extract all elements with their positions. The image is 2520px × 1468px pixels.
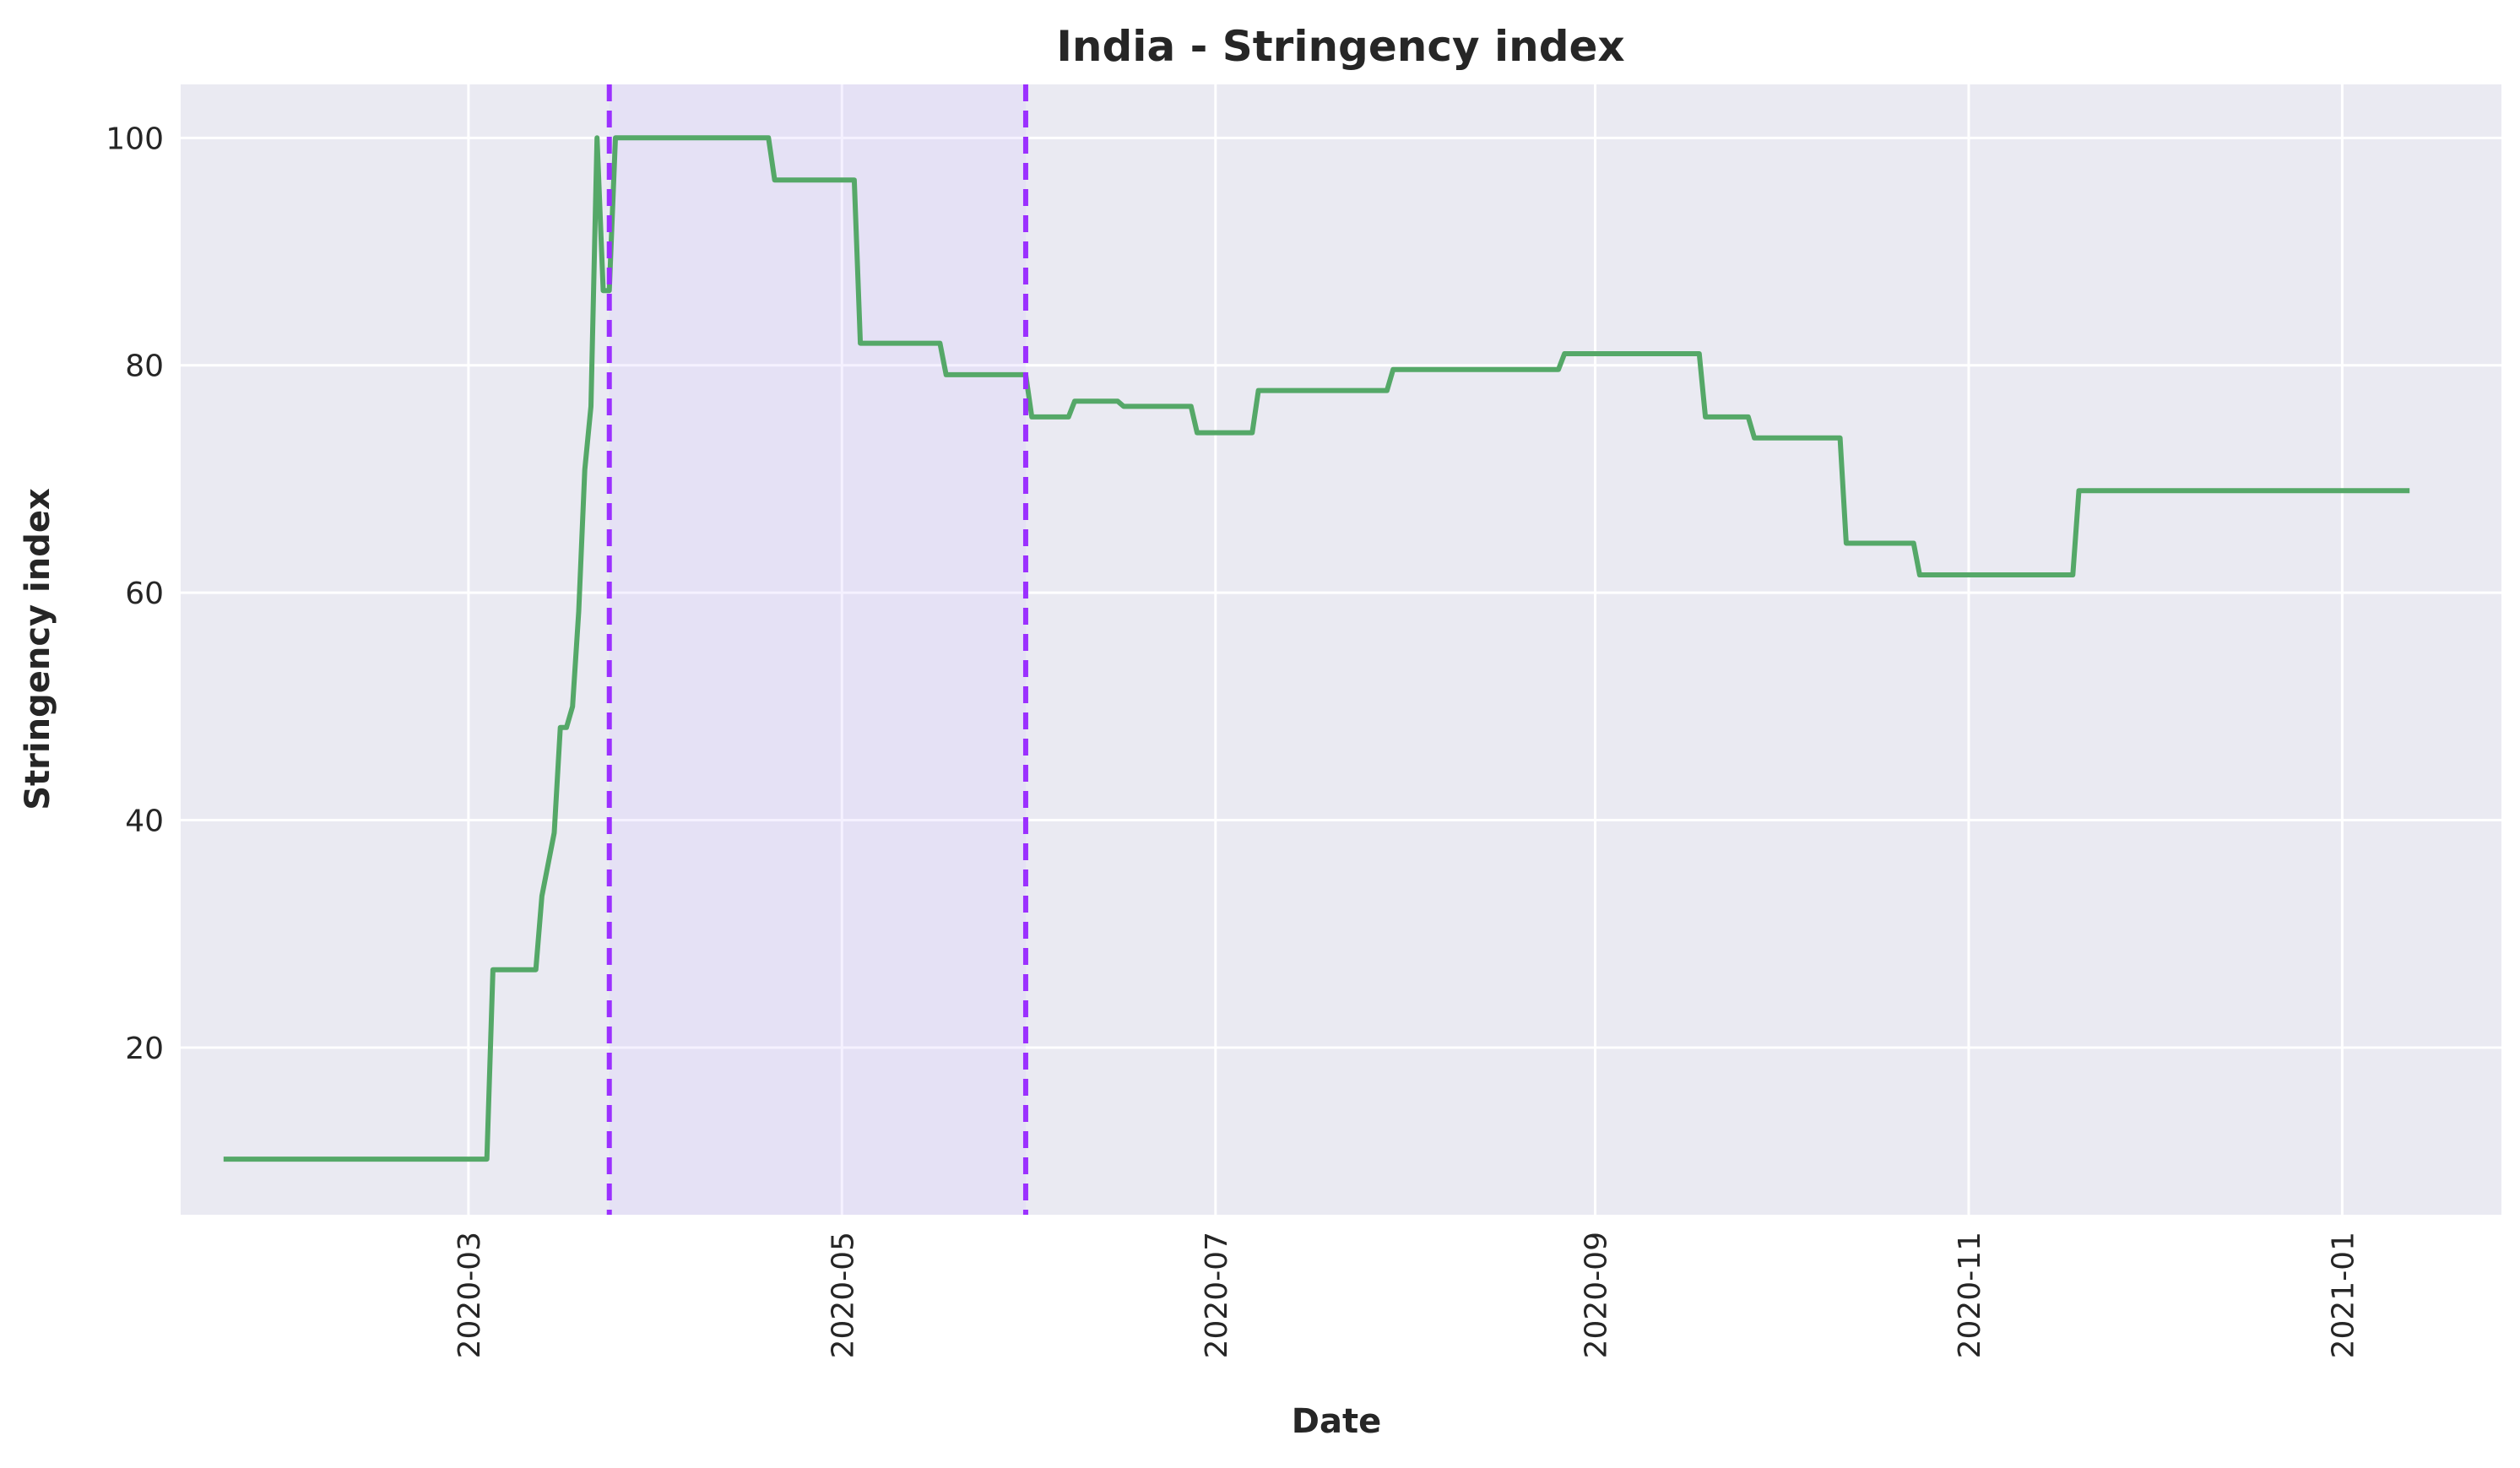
x-tick-labels: 2020-03 2020-05 2020-07 2020-09 2020-11 2021-… [453,1232,2361,1358]
series-line [223,135,2410,1162]
x-tick-label: 2020-07 [1200,1232,1234,1358]
x-tick-label: 2020-11 [1953,1232,1987,1358]
y-tick-label: 20 [125,1032,164,1066]
y-tick-label: 60 [125,577,164,611]
y-axis-label: Stringency index [19,488,57,810]
chart-title: India - Stringency index [1056,22,1624,71]
y-tick-label: 40 [125,804,164,839]
x-tick-label: 2020-03 [453,1232,487,1358]
x-tick-label: 2020-09 [1580,1232,1614,1358]
y-tick-label: 80 [125,349,164,384]
vertical-markers [606,84,1028,1215]
y-tick-label: 100 [106,122,164,156]
plot-area [181,84,2501,1215]
y-tick-labels: 20 40 60 80 100 [106,122,164,1066]
x-axis-label: Date [1292,1402,1381,1441]
grid-lines [181,84,2501,1215]
x-tick-label: 2021-01 [2326,1232,2360,1358]
shaded-region [609,84,1026,1215]
x-tick-label: 2020-05 [826,1232,860,1358]
